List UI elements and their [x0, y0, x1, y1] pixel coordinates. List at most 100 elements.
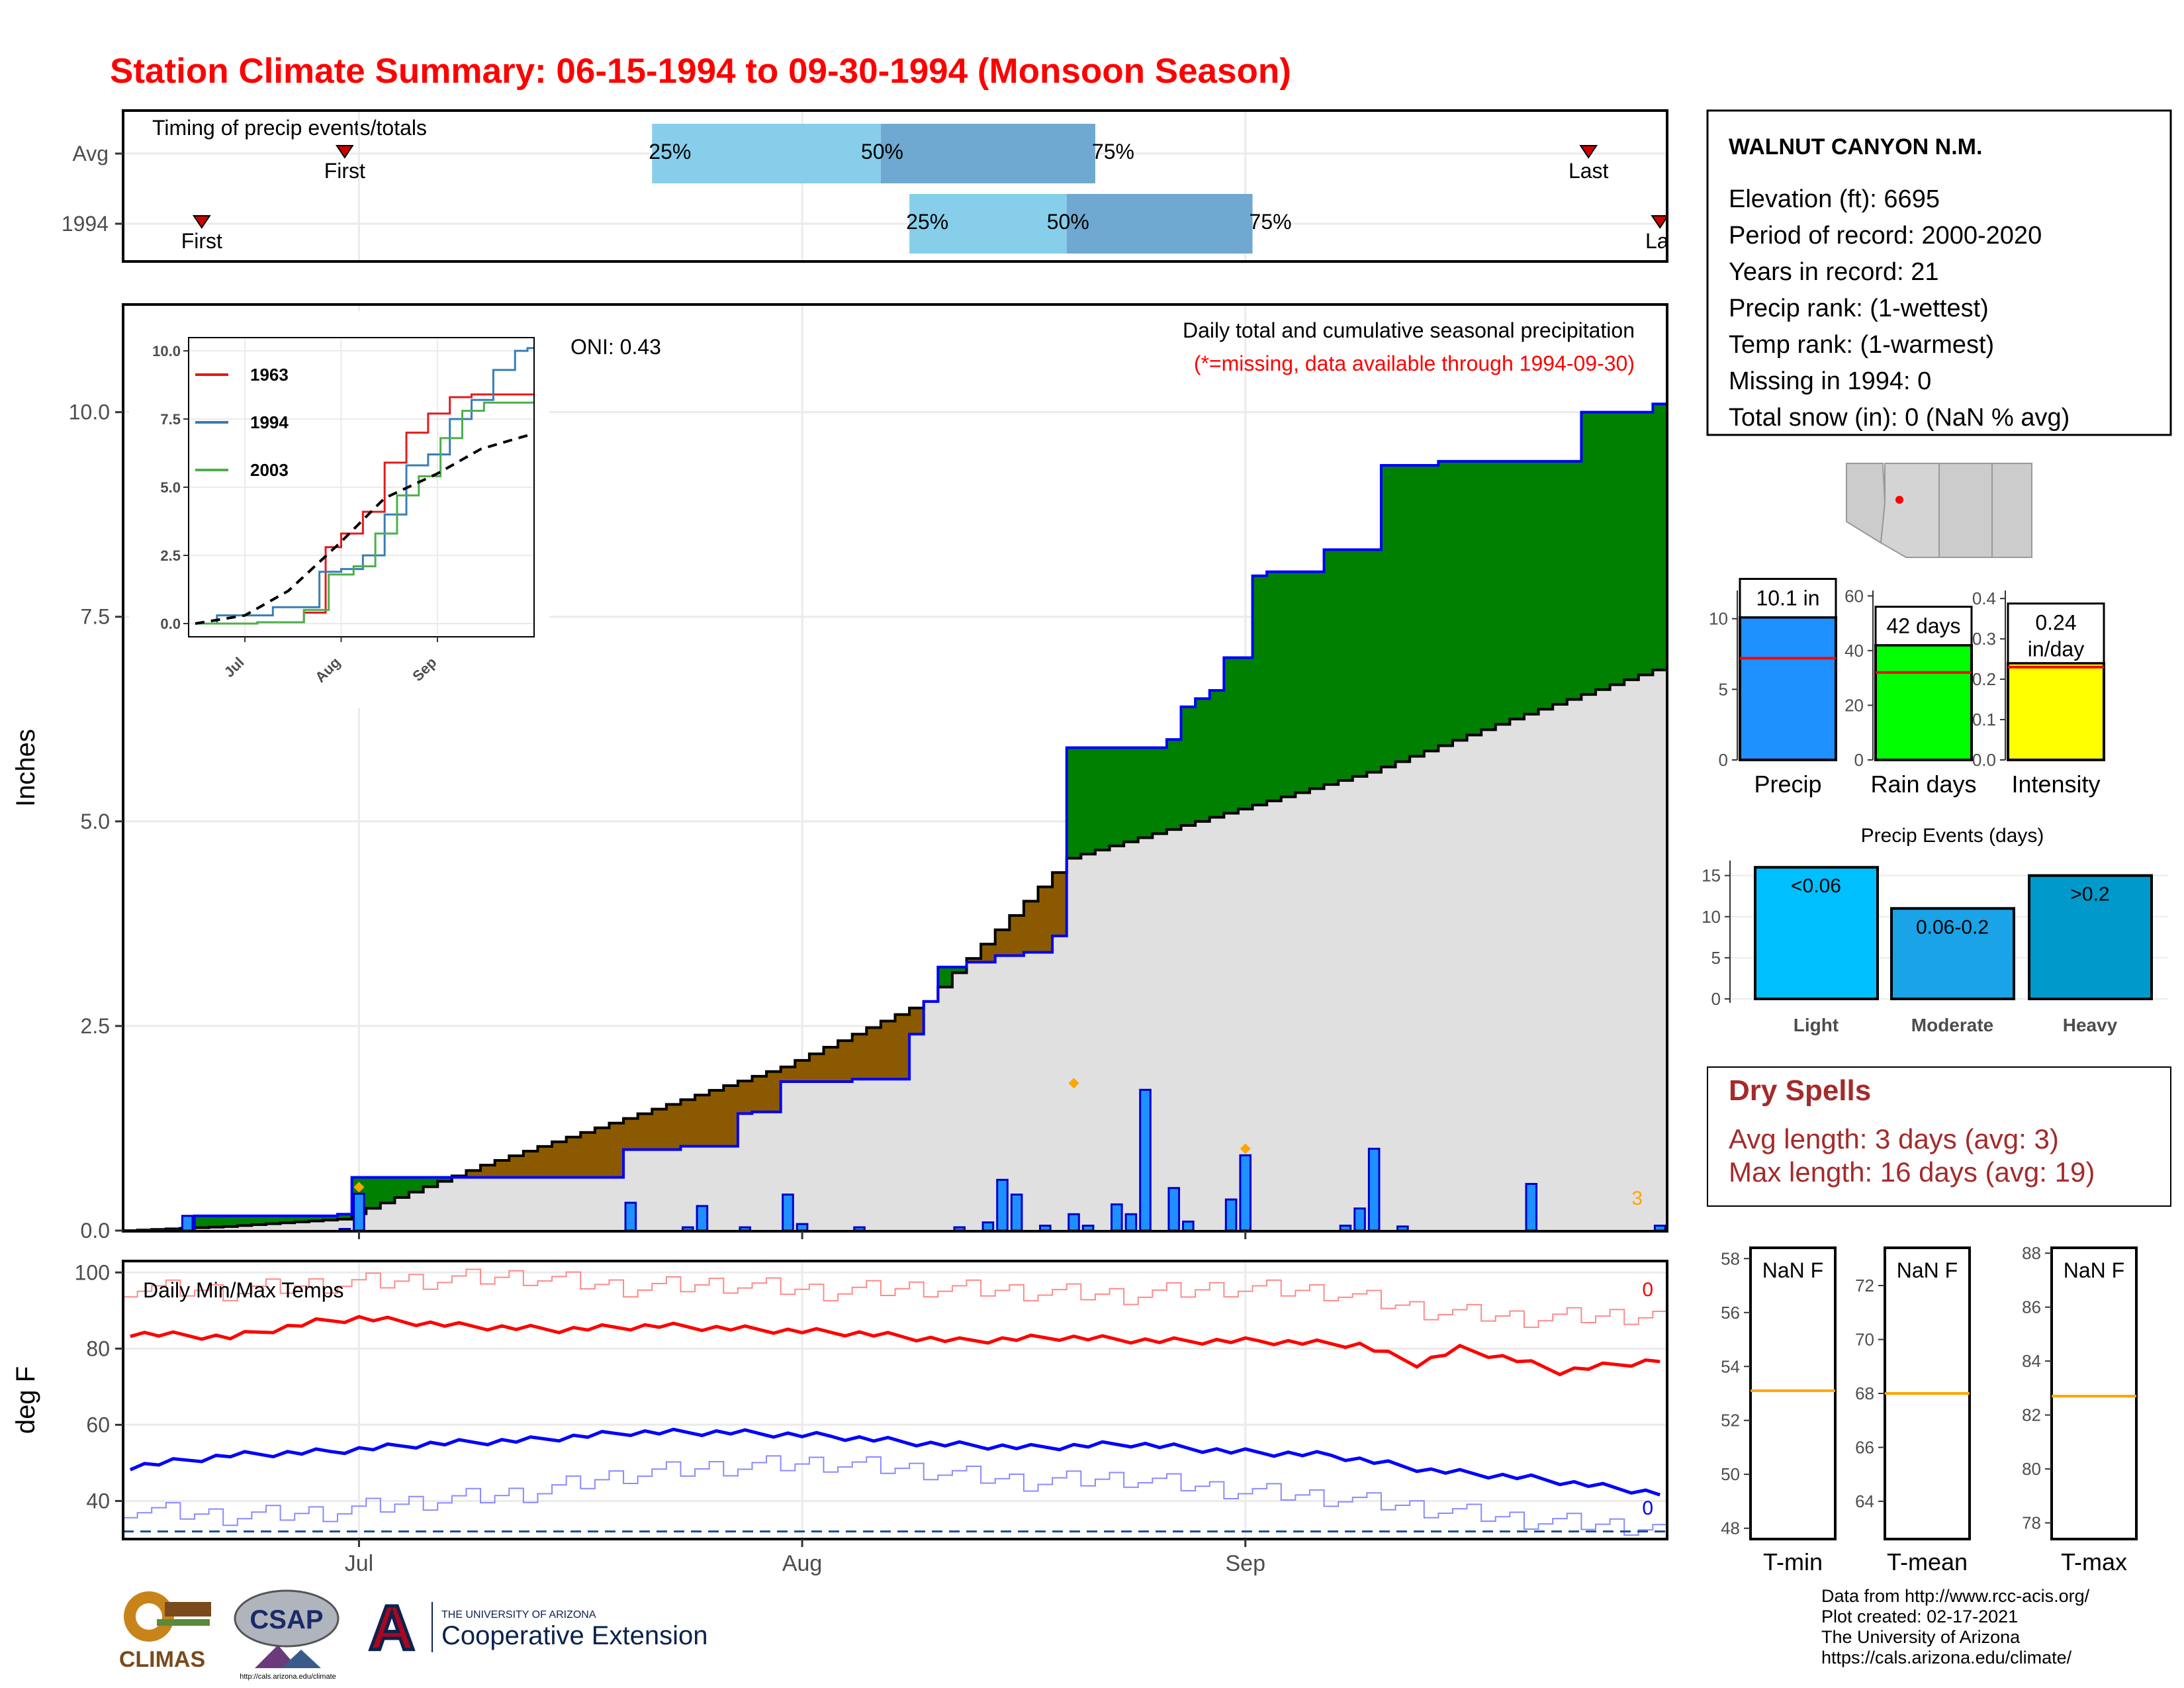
tmin-missing-count: 0 [1642, 1497, 1653, 1519]
station-info-line: Precip rank: (1-wettest) [1729, 295, 1989, 322]
below-normal-area [466, 1170, 481, 1178]
temp-box-value: NaN F [1762, 1258, 1823, 1282]
temp-box-tick-label: 72 [1855, 1276, 1874, 1295]
above-normal-area [1267, 571, 1282, 801]
daily-precip-bar [696, 1205, 709, 1232]
daily-precip-bar [1353, 1207, 1366, 1232]
first-event-label: First [324, 159, 365, 183]
below-normal-area [752, 1076, 767, 1112]
daily-precip-bar [1339, 1225, 1352, 1232]
summary-value-box [1874, 606, 1973, 647]
credit-line: https://cals.arizona.edu/climate/ [1821, 1648, 2072, 1667]
above-normal-area [1410, 465, 1425, 757]
above-normal-area [1624, 412, 1639, 680]
above-normal-area [1567, 461, 1582, 700]
summary-y-tick-label: 0.2 [1972, 669, 1996, 689]
temp-y-tick-label: 80 [86, 1336, 110, 1360]
above-normal-area [1381, 465, 1396, 767]
station-marker [1895, 496, 1903, 504]
inset-y-tick-label: 10.0 [152, 343, 181, 359]
temp-y-tick-label: 60 [86, 1413, 110, 1436]
below-normal-area [852, 1034, 867, 1080]
temp-box-frame [2050, 1246, 2138, 1540]
below-normal-area [1052, 872, 1068, 936]
above-normal-area [1166, 739, 1182, 830]
climas-logo: CLIMAS [119, 1591, 211, 1672]
summary-bar-label: Precip [1754, 771, 1821, 798]
event-bar-label: Light [1794, 1015, 1839, 1035]
above-normal-area [1653, 404, 1668, 671]
event-bar-label: Moderate [1911, 1015, 1993, 1035]
summary-bar-intensity [2007, 661, 2105, 762]
event-bar-moderate [1890, 907, 2015, 1001]
legend-label: 2003 [250, 460, 289, 480]
inset-average-line [195, 434, 528, 625]
daily-precip-bar [1039, 1225, 1052, 1232]
quartile-box-upper [1066, 194, 1253, 254]
dry-spells-box: Dry Spells Avg length: 3 days (avg: 3) M… [1707, 1066, 2171, 1207]
above-normal-area [208, 1215, 224, 1227]
above-normal-area [938, 966, 953, 988]
event-bar-heavy [2028, 874, 2153, 1000]
logos-strip: CLIMAS CSAP http://cals.arizona.edu/clim… [119, 1589, 707, 1681]
first-event-marker [192, 215, 211, 229]
below-normal-area [566, 1137, 581, 1178]
quartile-box-lower [652, 124, 881, 183]
temp-box-label: T-max [2061, 1548, 2127, 1575]
temp-box-tick-label: 54 [1721, 1356, 1740, 1376]
below-normal-area [609, 1123, 624, 1178]
below-normal-area [737, 1080, 753, 1114]
quartile-label: 50% [1047, 210, 1089, 234]
summary-y-tick-label: 40 [1844, 641, 1864, 661]
y-tick-label: 5.0 [81, 810, 110, 833]
daily-precip-bar [1367, 1147, 1381, 1232]
above-normal-area [1467, 461, 1482, 735]
ua-line1: THE UNIVERSITY OF ARIZONA [441, 1609, 596, 1620]
credit-line: The University of Arizona [1821, 1627, 2021, 1647]
station-info-box: WALNUT CANYON N.M. Elevation (ft): 6695 P… [1706, 109, 2172, 436]
temp-box-label: T-min [1763, 1548, 1823, 1575]
above-normal-area [1309, 571, 1325, 789]
below-normal-area [537, 1146, 553, 1178]
x-tick-label: Sep [1225, 1551, 1265, 1576]
temp-box-tick-label: 64 [1855, 1491, 1874, 1511]
credits: Data from http://www.rcc-acis.org/ Plot … [1821, 1586, 2089, 1668]
temp-box-tick-label: 88 [2022, 1243, 2041, 1263]
csap-url: http://cals.arizona.edu/climate [240, 1673, 336, 1681]
below-normal-area [480, 1165, 496, 1178]
normal-precip-area [123, 670, 1667, 1231]
event-value-label: <0.06 [1791, 875, 1841, 897]
temp-summary-boxes: 48 50 52 54 56 58 NaN F T-min 64 66 68 70 72 NaN F T-m… [1721, 1243, 2138, 1575]
inset-y-tick-label: 5.0 [160, 479, 181, 496]
above-normal-area [1553, 461, 1568, 705]
daily-precip-bar [981, 1221, 995, 1232]
events-title: Precip Events (days) [1861, 825, 2044, 847]
above-normal-area [1295, 571, 1310, 793]
above-normal-area [195, 1215, 210, 1228]
inset-y-tick-label: 0.0 [160, 616, 181, 632]
temp-box-value: NaN F [1897, 1258, 1958, 1282]
below-normal-area [494, 1160, 510, 1178]
temp-y-tick-label: 40 [86, 1489, 110, 1513]
events-y-tick-label: 15 [1702, 866, 1721, 886]
daily-precip-bar [1224, 1198, 1238, 1232]
above-normal-area [1610, 412, 1625, 685]
above-normal-area [295, 1215, 310, 1222]
temp-box-label: T-mean [1887, 1548, 1968, 1575]
precip-y-axis-label: Inches [11, 729, 40, 807]
above-normal-area [1538, 461, 1553, 710]
tmax-missing-count: 0 [1642, 1279, 1653, 1301]
daily-precip-bar [1182, 1220, 1195, 1232]
above-normal-area [952, 966, 968, 973]
above-normal-area [1095, 747, 1111, 851]
below-normal-area [909, 1008, 925, 1035]
above-normal-area [308, 1215, 324, 1221]
above-normal-area [1595, 412, 1611, 690]
below-normal-area [709, 1090, 724, 1147]
below-normal-area [666, 1104, 682, 1150]
below-normal-area [823, 1047, 839, 1082]
summary-y-tick-label: 20 [1844, 695, 1864, 715]
x-tick-label: Jul [345, 1551, 373, 1576]
above-normal-area [1495, 461, 1510, 725]
